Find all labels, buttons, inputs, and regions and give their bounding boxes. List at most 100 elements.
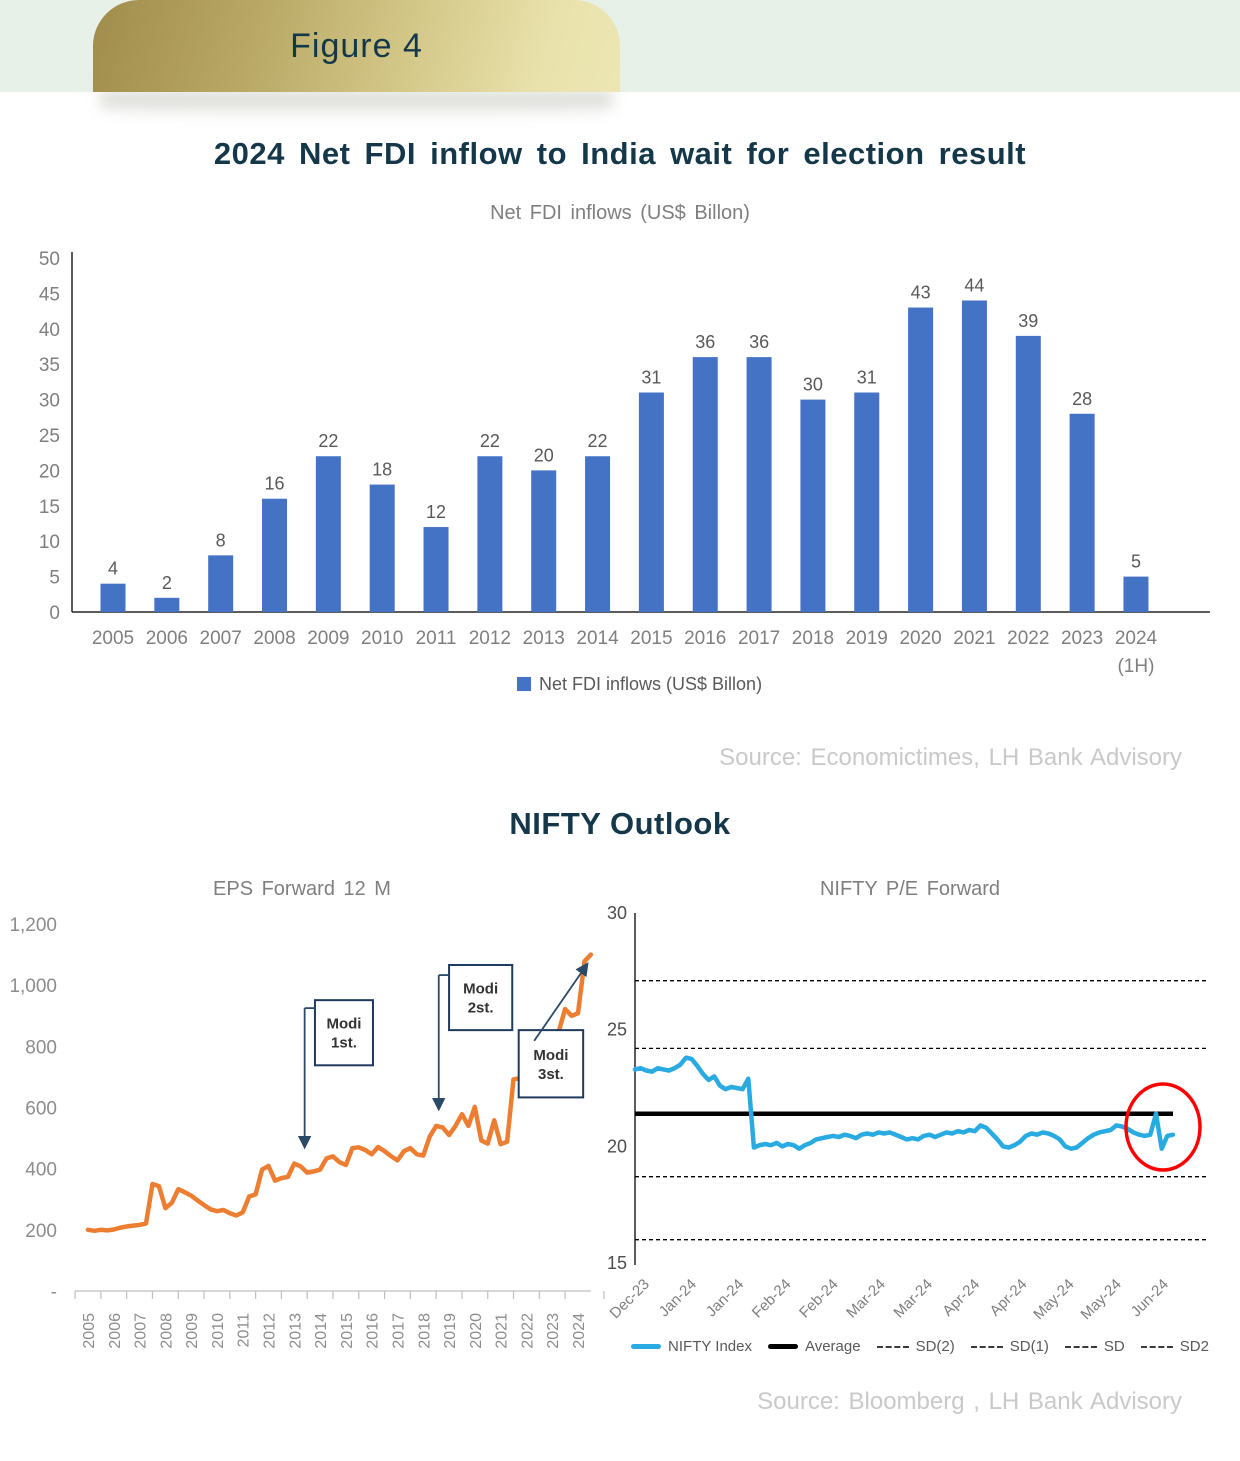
nifty-source: Source: Bloomberg , LH Bank Advisory	[757, 1388, 1182, 1415]
annotation-arrow	[533, 962, 589, 1042]
x-tick-label: 2020	[468, 1313, 485, 1349]
x-tick-label: 2007	[200, 628, 242, 649]
bar-2014	[585, 456, 611, 612]
highlight-circle	[1124, 1082, 1202, 1172]
x-tick-label: 2009	[307, 628, 349, 649]
y-tick-label: 200	[25, 1221, 57, 1242]
annotation-text: Modi	[463, 981, 498, 998]
y-tick-label: 15	[39, 497, 60, 518]
y-tick-label: 25	[607, 1020, 627, 1040]
fdi-bar-chart: 0 5 10 15 20 25 30 35 40 45 50 4 2005 2 2006 8 2007 16 200…	[39, 249, 1210, 694]
legend-line-swatch	[631, 1344, 662, 1349]
legend-label: SD(2)	[915, 1338, 955, 1355]
y-tick-label: 1,000	[9, 976, 57, 997]
x-tick-label: 2007	[133, 1313, 150, 1349]
legend-swatch	[517, 677, 531, 691]
bar-value-label: 31	[857, 368, 877, 388]
bar-value-label: 12	[426, 502, 446, 522]
bar-value-label: 22	[480, 431, 500, 451]
x-tick-label: Mar-24	[890, 1276, 936, 1322]
annotation-box	[517, 1029, 585, 1099]
bar-2022	[1015, 335, 1041, 612]
figure-banner: Figure 4	[93, 0, 620, 92]
x-tick-label: 2014	[576, 628, 619, 649]
legend-label: SD	[1103, 1338, 1125, 1355]
x-tick-label: 2009	[184, 1313, 201, 1349]
x-tick-label: 2017	[390, 1313, 407, 1349]
y-tick-label: 0	[49, 603, 60, 624]
x-tick-label: 2012	[262, 1313, 279, 1349]
legend-label: SD2	[1179, 1338, 1209, 1355]
x-tick-label: 2018	[792, 628, 834, 649]
bar-value-label: 22	[588, 431, 608, 451]
bar-value-label: 36	[695, 332, 715, 352]
legend-item: Average	[767, 1338, 861, 1355]
eps-chart-title: EPS Forward 12 M	[213, 878, 391, 900]
x-tick-label: May-24	[1077, 1276, 1124, 1323]
bar-2023	[1069, 413, 1095, 612]
y-tick-label: 600	[25, 1099, 57, 1120]
legend-item: SD	[1064, 1338, 1125, 1355]
bar-value-label: 8	[216, 530, 226, 550]
x-tick-label: 2022	[1007, 628, 1049, 649]
x-tick-label: 2006	[107, 1313, 124, 1349]
x-tick-label: 2018	[416, 1313, 433, 1349]
y-tick-label: 45	[39, 284, 60, 305]
x-tick-label: 2013	[523, 628, 565, 649]
pe-chart-title: NIFTY P/E Forward	[820, 878, 1000, 900]
bar-value-label: 18	[372, 460, 392, 480]
annotation-text: Modi	[326, 1016, 361, 1033]
bar-value-label: 4	[108, 559, 118, 579]
x-tick-label: 2011	[416, 628, 457, 649]
bar-2012	[477, 456, 503, 612]
pe-series-line	[632, 1055, 1176, 1151]
y-tick-label: 400	[25, 1160, 57, 1181]
x-tick-label: 2024	[1115, 628, 1158, 649]
x-tick-label: 2010	[361, 628, 403, 649]
x-tick-label: Apr-24	[987, 1276, 1031, 1320]
bar-value-label: 39	[1018, 311, 1038, 331]
bar-2008	[262, 498, 288, 612]
bar-2006	[154, 597, 180, 612]
annotation-text: 1st.	[331, 1035, 357, 1052]
bar-2018	[800, 399, 826, 612]
x-tick-label: 2014	[313, 1313, 330, 1349]
fdi-chart-subtitle: Net FDI inflows (US$ Billon)	[490, 202, 750, 224]
bar-value-label: 31	[641, 368, 661, 388]
legend-dash-swatch	[1140, 1345, 1173, 1348]
annotation-text: 3st.	[538, 1066, 564, 1083]
y-tick-label: 20	[39, 461, 60, 482]
legend-dash-swatch	[1064, 1345, 1097, 1348]
y-tick-label: 40	[39, 320, 60, 341]
x-tick-label: Feb-24	[749, 1276, 795, 1322]
legend-item: SD(1)	[970, 1338, 1049, 1355]
y-tick-label: 25	[39, 426, 60, 447]
legend-item: SD2	[1140, 1338, 1209, 1355]
x-tick-label: 2019	[846, 628, 888, 649]
x-tick-label: 2016	[365, 1313, 382, 1349]
x-tick-label: Dec-23	[607, 1276, 653, 1322]
fdi-source: Source: Economictimes, LH Bank Advisory	[719, 744, 1182, 771]
x-tick-label: 2005	[92, 628, 134, 649]
x-tick-label: 2021	[494, 1313, 511, 1349]
y-tick-label: 30	[607, 903, 627, 923]
x-tick-note: (1H)	[1117, 656, 1154, 677]
bar-2005	[100, 583, 126, 612]
x-tick-label: 2019	[442, 1313, 459, 1349]
bar-value-label: 2	[162, 573, 172, 593]
x-tick-label: 2008	[253, 628, 295, 649]
bar-2024	[1123, 576, 1149, 612]
annotation-box	[448, 963, 514, 1032]
bar-value-label: 22	[318, 431, 338, 451]
bar-2019	[854, 392, 880, 612]
x-tick-label: 2024	[571, 1313, 588, 1349]
x-tick-label: 2022	[519, 1313, 536, 1349]
x-tick-label: 2017	[738, 628, 780, 649]
bar-value-label: 5	[1131, 552, 1141, 572]
legend-line-swatch	[767, 1344, 798, 1349]
bar-2010	[369, 484, 395, 612]
x-tick-label: 2010	[210, 1313, 227, 1349]
y-tick-label: 35	[39, 355, 60, 376]
y-tick-label: 5	[49, 568, 60, 589]
bar-2013	[531, 470, 557, 612]
